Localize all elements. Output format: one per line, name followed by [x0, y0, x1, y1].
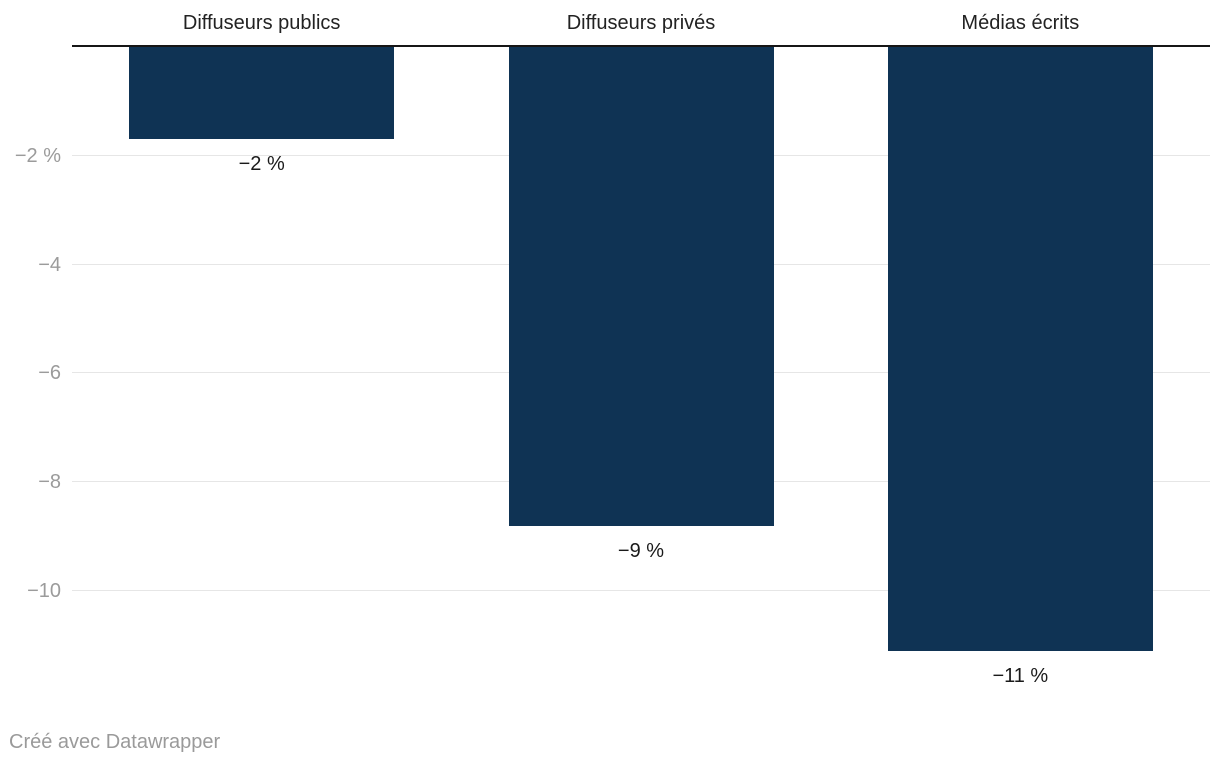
y-axis-tick-label: −6	[38, 362, 61, 385]
chart-footer: Créé avec Datawrapper	[9, 728, 220, 756]
bar[interactable]	[887, 47, 1153, 651]
y-axis-tick-label: −8	[38, 471, 61, 494]
datawrapper-attribution-link[interactable]: Créé avec Datawrapper	[9, 731, 221, 753]
y-axis-tick-label: −4	[38, 253, 61, 276]
y-axis-tick-label: −10	[27, 580, 61, 602]
x-axis-baseline	[72, 45, 1210, 47]
gridline	[72, 590, 1210, 591]
value-label: −9 %	[617, 539, 665, 562]
category-label: Médias écrits	[961, 12, 1080, 34]
bar[interactable]	[508, 47, 774, 526]
category-label: Diffuseurs privés	[566, 12, 716, 34]
value-label: −11 %	[992, 664, 1049, 687]
bar[interactable]	[129, 47, 395, 140]
category-label: Diffuseurs publics	[182, 12, 341, 34]
y-axis-tick-label: −2 %	[14, 144, 61, 167]
value-label: −2 %	[238, 153, 285, 176]
